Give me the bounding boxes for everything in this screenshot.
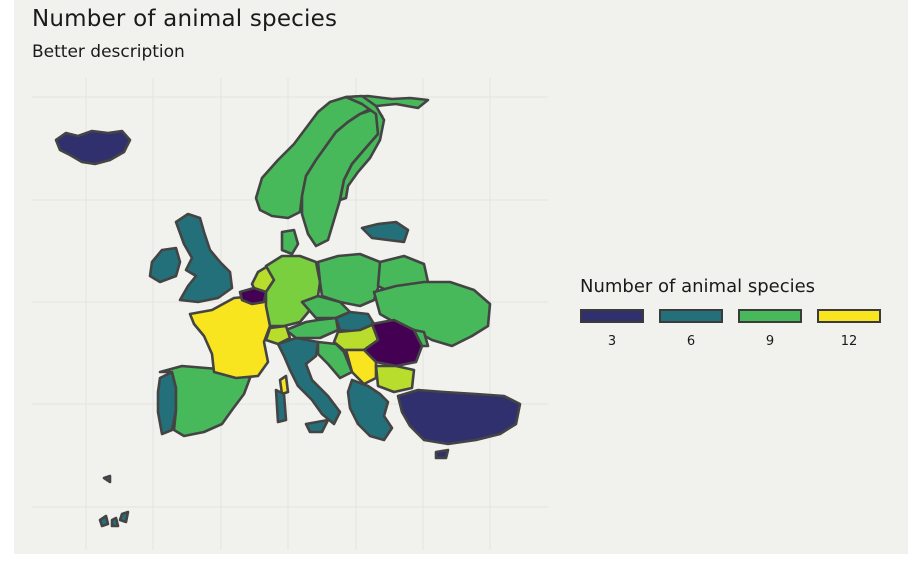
legend-key-6 <box>659 309 723 323</box>
legend-title: Number of animal species <box>580 276 816 297</box>
country-croatia <box>316 340 354 380</box>
country-sicily <box>304 418 330 434</box>
legend-key-3 <box>580 309 644 323</box>
country-corsica <box>274 388 288 424</box>
legend-label: 12 <box>840 334 858 349</box>
legend-label: 9 <box>765 334 775 349</box>
legend-key-12 <box>817 309 881 323</box>
country-romania <box>362 318 424 368</box>
country-italy <box>276 336 342 426</box>
country-denmark <box>280 228 300 256</box>
legend-label: 6 <box>686 334 696 349</box>
country-cyprus <box>434 448 450 460</box>
country-moldova <box>412 328 430 348</box>
country-uk <box>174 212 234 304</box>
countries <box>54 94 522 528</box>
country-baltics <box>360 220 410 244</box>
country-sardinia <box>278 374 290 396</box>
country-finland <box>338 94 386 202</box>
country-norway <box>254 94 430 220</box>
country-france <box>188 294 274 380</box>
country-germany <box>264 254 322 328</box>
legend-key-9 <box>738 309 802 323</box>
chart-title: Number of animal species <box>32 6 338 32</box>
country-iceland <box>54 129 132 166</box>
country-turkey <box>396 388 522 446</box>
country-madeira <box>102 474 112 484</box>
country-ireland <box>148 246 182 284</box>
legend-label: 3 <box>607 334 617 349</box>
country-poland <box>316 252 382 308</box>
chart-subtitle: Better description <box>32 42 185 62</box>
country-balkans-south <box>346 378 394 442</box>
country-canaries <box>98 510 130 528</box>
country-bulgaria <box>374 364 416 394</box>
